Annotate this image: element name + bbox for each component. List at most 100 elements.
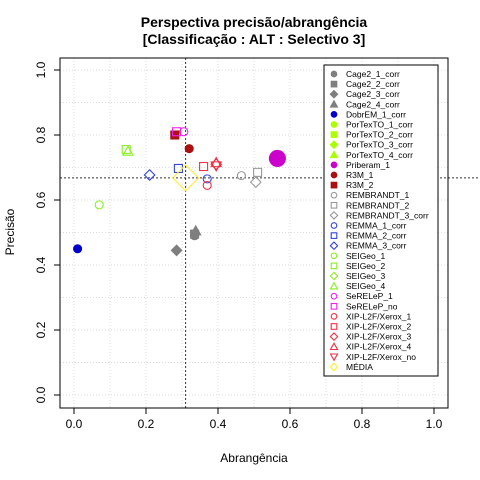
data-point-rembrandt-3-corr [249,176,262,189]
legend-marker-dobrem-1-corr [330,111,338,118]
plot-frame [59,57,449,409]
legend-label: SEIGeo_3 [346,271,385,281]
legend-label: REMMA_3_corr [346,241,407,251]
legend-label: PorTexTO_1_corr [346,120,413,130]
legend-marker-remma-1-corr [330,222,338,229]
legend-box [323,64,439,377]
legend-label: PorTexTO_3_corr [346,140,413,150]
legend-label: REMBRANDT_2 [346,200,410,210]
legend-marker-xip-l2f-xerox-1 [330,313,338,320]
legend-label: XIP-L2F/Xerox_3 [346,332,411,342]
x-tick-label: 0.2 [138,417,155,431]
x-tick-label: 0.4 [210,417,227,431]
legend-label: PorTexTO_4_corr [346,150,413,160]
legend: Cage2_1_corrCage2_2_corrCage2_3_corrCage… [323,64,439,377]
legend-marker-portexto-2-corr [330,131,338,138]
legend-label: Cage2_1_corr [346,69,400,79]
legend-marker-serelep-1 [330,292,338,300]
y-tick-label: 0.6 [34,191,48,208]
data-point-rembrandt-1 [236,171,246,181]
axes: 0.0 0.0 0.2 0.2 0.4 0.4 0.6 0.6 0.8 0.8 1.0 1.0 [34,57,449,431]
x-tick-label: 1.0 [426,417,443,431]
legend-label: PorTexTO_2_corr [346,130,413,140]
data-point-remma-3-corr [143,168,156,181]
legend-label: R3M_1 [346,170,374,180]
x-axis-label: Abrangência [220,451,288,465]
legend-marker-serelep-no [330,302,338,310]
legend-marker-cage2-3-corr [329,89,339,99]
legend-marker-rembrandt-2 [330,201,338,209]
data-point-remma-2-corr [173,163,183,174]
legend-label: REMMA_1_corr [346,221,407,231]
y-tick-label: 0.0 [34,386,48,403]
legend-marker-seigeo-2 [330,262,338,270]
data-point-xip-l2f-xerox-1 [202,180,212,190]
legend-label: REMBRANDT_1 [346,190,410,200]
legend-marker-xip-l2f-xerox-3 [329,332,339,342]
x-tick-label: 0.0 [66,417,83,431]
data-point-serelep-1 [179,127,189,137]
legend-label: REMBRANDT_3_corr [346,210,429,220]
legend-label: Cage2_3_corr [346,89,400,99]
legend-label: SeRELeP_no [346,301,398,311]
legend-marker-seigeo-4 [329,281,339,290]
data-point-priberam-1 [268,149,286,167]
legend-marker-xip-l2f-xerox-4 [329,342,339,351]
legend-marker-cage2-1-corr [330,70,338,78]
x-tick-label: 0.6 [282,417,299,431]
y-axis-label: Precisão [3,208,17,255]
legend-label: Cage2_2_corr [346,79,400,89]
data-point-r3m-2 [170,130,180,140]
legend-marker-r3m-1 [330,171,338,179]
legend-label: DobrEM_1_corr [346,109,406,119]
data-point-r3m-1 [184,144,194,154]
legend-marker-rembrandt-1 [330,191,338,199]
data-point-xip-l2f-xerox-2 [199,161,209,172]
y-tick-label: 1.0 [34,61,48,78]
y-tick-label: 0.4 [34,256,48,273]
legend-marker-cage2-2-corr [330,80,338,88]
data-point-dobrem-1-corr [73,244,83,254]
legend-marker-portexto-4-corr [329,150,339,159]
data-point-seigeo-1 [94,200,104,210]
data-point-xip-l2f-xerox-3 [210,158,223,171]
legend-marker-m-dia [329,362,339,372]
legend-marker-xip-l2f-xerox-no [329,353,339,362]
legend-label: XIP-L2F/Xerox_1 [346,311,411,321]
data-point-xip-l2f-xerox-no [210,161,223,173]
legend-marker-xip-l2f-xerox-2 [330,323,338,330]
legend-label: R3M_2 [346,180,374,190]
legend-label: SEIGeo_4 [346,281,385,291]
legend-label: Cage2_4_corr [346,99,400,109]
data-point-cage2-3-corr [170,244,183,257]
data-point-seigeo-4 [122,145,134,156]
chart-subtitle: [Classificação : ALT : Selectivo 3] [143,31,366,47]
legend-marker-seigeo-1 [330,252,338,260]
legend-marker-rembrandt-3-corr [329,210,339,220]
legend-label: XIP-L2F/Xerox_2 [346,322,411,332]
chart-title: Perspectiva precisão/abrangência [141,14,368,30]
y-tick-label: 0.2 [34,321,48,338]
data-point-cage2-4-corr [189,224,202,236]
legend-label: SEIGeo_1 [346,251,385,261]
legend-label: MÉDIA [346,362,373,372]
x-tick-label: 0.8 [354,417,371,431]
legend-marker-r3m-2 [330,181,338,189]
legend-label: SeRELeP_1 [346,291,393,301]
legend-marker-seigeo-3 [329,271,339,281]
legend-label: Priberam_1 [346,160,390,170]
data-point-m-dia [171,164,200,192]
legend-label: REMMA_2_corr [346,231,407,241]
data-point-rembrandt-2 [253,167,263,177]
data-point-serelep-no [172,127,182,137]
y-tick-label: 0.8 [34,126,48,143]
legend-marker-portexto-1-corr [330,121,338,128]
legend-marker-cage2-4-corr [329,99,339,108]
legend-marker-remma-3-corr [329,241,339,251]
data-points [73,127,286,257]
legend-label: SEIGeo_2 [346,261,385,271]
legend-label: XIP-L2F/Xerox_no [346,352,416,362]
legend-marker-priberam-1 [330,161,338,169]
legend-marker-remma-2-corr [330,232,338,239]
